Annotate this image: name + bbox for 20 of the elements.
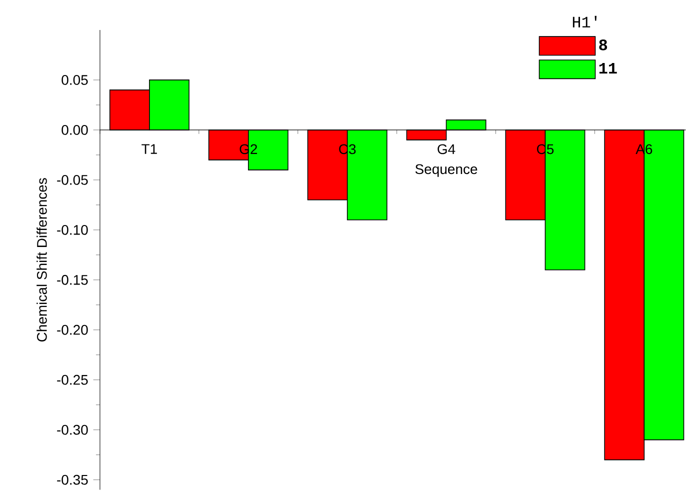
x-tick-label: G2 [240, 144, 258, 154]
y-axis-title: Chemical Shift Differences [36, 178, 47, 342]
y-tick-label: 0.05 [62, 75, 88, 86]
legend-label: 11 [599, 63, 617, 74]
y-tick-label: -0.35 [57, 474, 88, 485]
x-axis-title: Sequence [415, 164, 478, 177]
y-tick-label: -0.10 [57, 225, 88, 235]
x-tick-label: C5 [536, 144, 554, 154]
y-tick-label: -0.05 [57, 175, 88, 185]
y-tick-label: -0.30 [57, 424, 88, 435]
x-tick-label: T1 [142, 144, 157, 154]
y-tick-label: -0.25 [57, 374, 88, 385]
y-tick-label: -0.20 [57, 325, 88, 335]
y-tick-label: -0.15 [57, 275, 88, 285]
legend-title: H1' [572, 16, 597, 28]
y-tick-label: 0.00 [62, 125, 88, 135]
x-tick-label: A6 [636, 144, 652, 154]
x-tick-label: G4 [438, 144, 456, 154]
x-tick-label: C3 [339, 144, 356, 154]
legend-label: 8 [599, 40, 608, 50]
